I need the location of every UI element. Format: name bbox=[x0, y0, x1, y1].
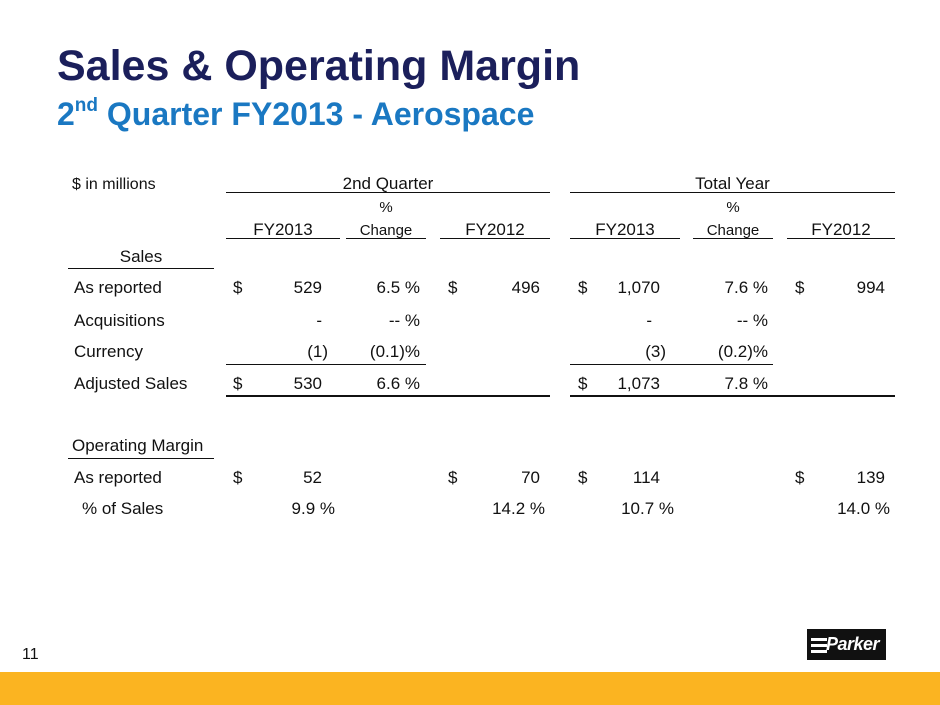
row-label: As reported bbox=[74, 278, 162, 297]
currency-symbol: $ bbox=[795, 278, 805, 297]
value-q-fy2012: 70 bbox=[521, 468, 540, 487]
units-label: $ in millions bbox=[72, 176, 156, 193]
group-header-2nd-quarter: 2nd Quarter bbox=[342, 174, 434, 193]
value-q-change: -- % bbox=[388, 311, 420, 330]
slide-title: Sales & Operating Margin bbox=[57, 42, 581, 90]
value-y-fy2013: (3) bbox=[645, 342, 666, 361]
logo-wordmark: Parker bbox=[826, 634, 880, 654]
value-q-fy2012: 14.2 % bbox=[492, 499, 545, 518]
value-y-change: 7.8 % bbox=[724, 374, 768, 393]
value-y-fy2012: 994 bbox=[856, 278, 885, 297]
pct-symbol-y: % bbox=[726, 199, 740, 216]
value-q-fy2013: (1) bbox=[307, 342, 328, 361]
currency-symbol: $ bbox=[233, 468, 243, 487]
section-underline-operating-margin bbox=[68, 458, 214, 459]
group-underline-2nd-quarter bbox=[226, 192, 550, 193]
currency-symbol: $ bbox=[233, 374, 243, 393]
slide-subtitle: 2nd Quarter FY2013 - Aerospace bbox=[57, 96, 534, 133]
value-q-fy2013: 530 bbox=[293, 374, 322, 393]
col-underline bbox=[693, 238, 773, 239]
value-q-change: 6.6 % bbox=[376, 374, 420, 393]
value-y-fy2013: - bbox=[646, 311, 652, 330]
currency-symbol: $ bbox=[233, 278, 243, 297]
value-y-fy2013: 114 bbox=[632, 468, 660, 487]
row-label: Currency bbox=[74, 342, 143, 361]
currency-symbol: $ bbox=[795, 468, 805, 487]
currency-symbol: $ bbox=[448, 278, 458, 297]
subtitle-ordinal-suffix: nd bbox=[74, 95, 99, 117]
currency-symbol: $ bbox=[578, 374, 588, 393]
col-header-y-fy2012: FY2012 bbox=[811, 220, 871, 239]
value-y-change: -- % bbox=[736, 311, 768, 330]
col-header-q-fy2013: FY2013 bbox=[253, 220, 313, 239]
value-q-fy2013: - bbox=[316, 311, 322, 330]
value-y-fy2013: 10.7 % bbox=[621, 499, 674, 518]
section-header-sales: Sales bbox=[119, 247, 163, 266]
col-underline bbox=[570, 238, 680, 239]
total-rule-y bbox=[570, 395, 895, 397]
value-y-fy2012: 139 bbox=[856, 468, 885, 487]
value-y-fy2012: 14.0 % bbox=[837, 499, 890, 518]
value-q-fy2013: 529 bbox=[293, 278, 322, 297]
value-y-change: (0.2)% bbox=[717, 342, 768, 361]
parker-logo: Parker bbox=[807, 629, 886, 660]
subtitle-ordinal: 2 bbox=[57, 96, 75, 132]
logo-stripe bbox=[811, 644, 827, 647]
col-underline bbox=[226, 238, 340, 239]
section-underline-sales bbox=[68, 268, 214, 269]
value-y-fy2013: 1,070 bbox=[617, 278, 660, 297]
col-header-q-change: Change bbox=[359, 222, 413, 239]
col-underline bbox=[346, 238, 426, 239]
value-q-fy2013: 52 bbox=[303, 468, 322, 487]
currency-symbol: $ bbox=[448, 468, 458, 487]
col-header-y-fy2013: FY2013 bbox=[595, 220, 655, 239]
group-underline-total-year bbox=[570, 192, 895, 193]
row-label: Acquisitions bbox=[74, 311, 165, 330]
col-underline bbox=[440, 238, 550, 239]
logo-stripe bbox=[811, 650, 827, 653]
currency-symbol: $ bbox=[578, 468, 588, 487]
logo-stripe bbox=[811, 638, 827, 641]
value-q-change: (0.1)% bbox=[369, 342, 420, 361]
value-q-fy2012: 496 bbox=[511, 278, 540, 297]
subtotal-rule-y bbox=[570, 364, 773, 365]
subtotal-rule-q bbox=[226, 364, 426, 365]
currency-symbol: $ bbox=[578, 278, 588, 297]
value-q-change: 6.5 % bbox=[376, 278, 420, 297]
row-label: Adjusted Sales bbox=[74, 374, 188, 393]
pct-symbol-q: % bbox=[379, 199, 393, 216]
col-header-y-change: Change bbox=[706, 222, 760, 239]
value-y-change: 7.6 % bbox=[724, 278, 768, 297]
group-header-total-year: Total Year bbox=[695, 174, 770, 193]
total-rule-q bbox=[226, 395, 550, 397]
page-number: 11 bbox=[22, 646, 39, 663]
footer-band bbox=[0, 672, 940, 705]
value-q-fy2013: 9.9 % bbox=[291, 499, 335, 518]
section-header-operating-margin: Operating Margin bbox=[72, 436, 204, 455]
col-header-q-fy2012: FY2012 bbox=[465, 220, 525, 239]
row-label: % of Sales bbox=[82, 499, 164, 518]
col-underline bbox=[787, 238, 895, 239]
row-label: As reported bbox=[74, 468, 162, 487]
value-y-fy2013: 1,073 bbox=[617, 374, 660, 393]
subtitle-text: Quarter FY2013 - Aerospace bbox=[98, 96, 535, 132]
